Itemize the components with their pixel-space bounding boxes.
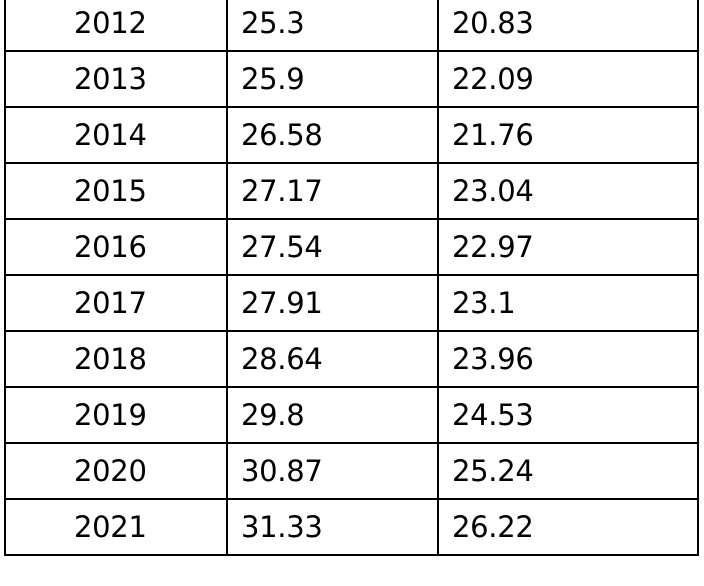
- year-cell: 2014: [4, 106, 228, 164]
- value-cell: 24.53: [437, 386, 699, 444]
- value-cell: 25.24: [437, 442, 699, 500]
- data-table: 2012 25.3 20.83 2013 25.9 22.09 2014 26.…: [4, 0, 699, 556]
- year-cell: 2021: [4, 498, 228, 556]
- value-cell: 22.09: [437, 50, 699, 108]
- value-cell: 23.96: [437, 330, 699, 388]
- value-cell: 27.54: [226, 218, 439, 276]
- table-row: 2014 26.58 21.76: [4, 106, 699, 164]
- year-cell: 2018: [4, 330, 228, 388]
- value-cell: 27.17: [226, 162, 439, 220]
- value-cell: 23.04: [437, 162, 699, 220]
- value-cell: 29.8: [226, 386, 439, 444]
- value-cell: 30.87: [226, 442, 439, 500]
- table-row: 2018 28.64 23.96: [4, 330, 699, 388]
- value-cell: 25.3: [226, 0, 439, 52]
- year-cell: 2015: [4, 162, 228, 220]
- value-cell: 26.58: [226, 106, 439, 164]
- value-cell: 20.83: [437, 0, 699, 52]
- table-row: 2012 25.3 20.83: [4, 0, 699, 52]
- value-cell: 31.33: [226, 498, 439, 556]
- table-row: 2013 25.9 22.09: [4, 50, 699, 108]
- year-cell: 2019: [4, 386, 228, 444]
- value-cell: 28.64: [226, 330, 439, 388]
- table-row: 2017 27.91 23.1: [4, 274, 699, 332]
- value-cell: 21.76: [437, 106, 699, 164]
- table-row: 2020 30.87 25.24: [4, 442, 699, 500]
- value-cell: 26.22: [437, 498, 699, 556]
- data-table-container: 2012 25.3 20.83 2013 25.9 22.09 2014 26.…: [4, 0, 699, 556]
- year-cell: 2016: [4, 218, 228, 276]
- value-cell: 22.97: [437, 218, 699, 276]
- table-row: 2015 27.17 23.04: [4, 162, 699, 220]
- year-cell: 2017: [4, 274, 228, 332]
- year-cell: 2013: [4, 50, 228, 108]
- table-row: 2016 27.54 22.97: [4, 218, 699, 276]
- value-cell: 23.1: [437, 274, 699, 332]
- year-cell: 2012: [4, 0, 228, 52]
- table-row: 2021 31.33 26.22: [4, 498, 699, 556]
- value-cell: 27.91: [226, 274, 439, 332]
- table-row: 2019 29.8 24.53: [4, 386, 699, 444]
- value-cell: 25.9: [226, 50, 439, 108]
- year-cell: 2020: [4, 442, 228, 500]
